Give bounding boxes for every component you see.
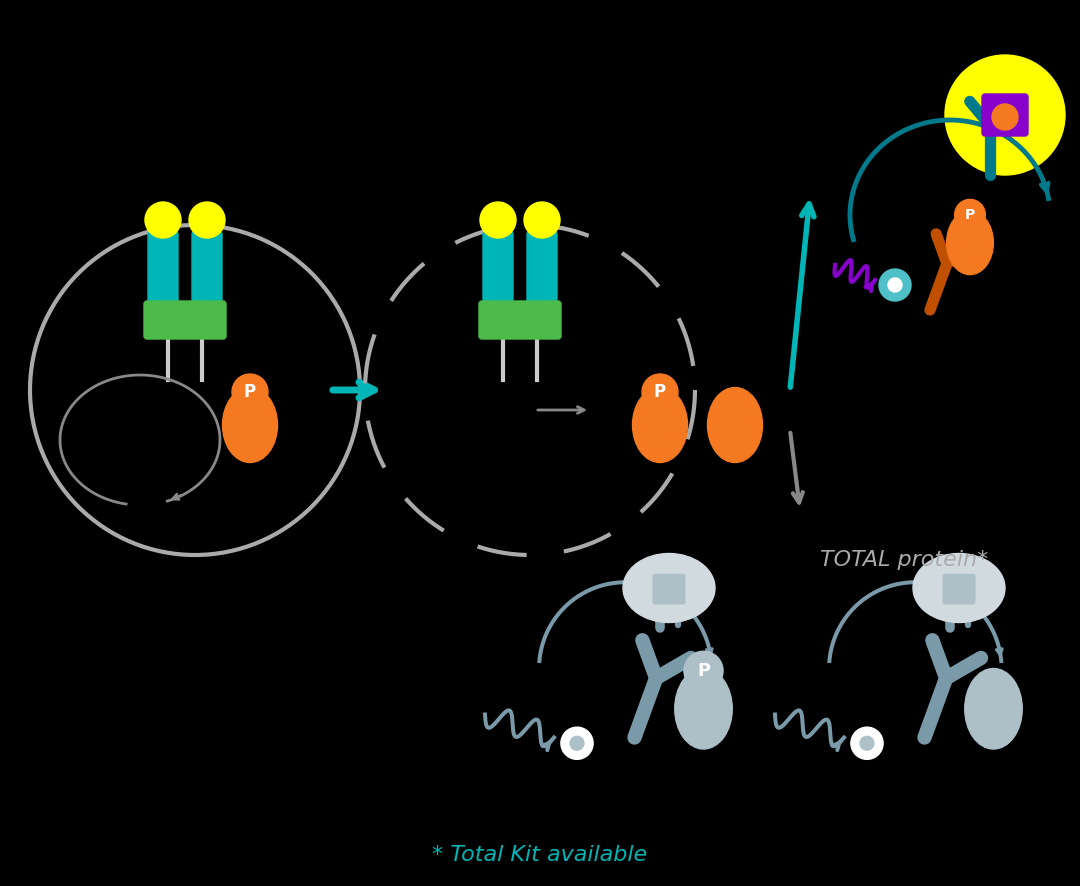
Ellipse shape	[947, 211, 994, 275]
Circle shape	[524, 202, 561, 238]
Ellipse shape	[707, 387, 762, 462]
Circle shape	[879, 269, 912, 301]
FancyBboxPatch shape	[192, 232, 222, 306]
FancyBboxPatch shape	[982, 94, 1028, 136]
FancyBboxPatch shape	[653, 574, 685, 603]
FancyBboxPatch shape	[943, 574, 975, 603]
Circle shape	[642, 374, 678, 410]
Circle shape	[561, 727, 593, 759]
FancyBboxPatch shape	[483, 232, 513, 306]
Circle shape	[993, 104, 1018, 130]
Ellipse shape	[222, 387, 278, 462]
Text: P: P	[244, 383, 256, 401]
Ellipse shape	[913, 554, 1005, 623]
Circle shape	[888, 278, 902, 292]
Circle shape	[860, 736, 874, 750]
FancyBboxPatch shape	[527, 232, 557, 306]
Circle shape	[480, 202, 516, 238]
Circle shape	[955, 199, 985, 230]
Circle shape	[684, 651, 723, 690]
FancyBboxPatch shape	[148, 232, 178, 306]
Circle shape	[232, 374, 268, 410]
Text: P: P	[697, 662, 710, 680]
Ellipse shape	[633, 387, 688, 462]
Circle shape	[851, 727, 883, 759]
FancyBboxPatch shape	[144, 301, 226, 339]
Text: P: P	[964, 207, 975, 222]
Circle shape	[145, 202, 181, 238]
Ellipse shape	[623, 554, 715, 623]
Text: * Total Kit available: * Total Kit available	[432, 845, 648, 865]
Circle shape	[189, 202, 225, 238]
Circle shape	[945, 55, 1065, 175]
Ellipse shape	[964, 669, 1023, 749]
Circle shape	[570, 736, 584, 750]
FancyBboxPatch shape	[480, 301, 561, 339]
Text: TOTAL protein*: TOTAL protein*	[820, 550, 988, 570]
Ellipse shape	[675, 669, 732, 749]
Text: P: P	[653, 383, 666, 401]
